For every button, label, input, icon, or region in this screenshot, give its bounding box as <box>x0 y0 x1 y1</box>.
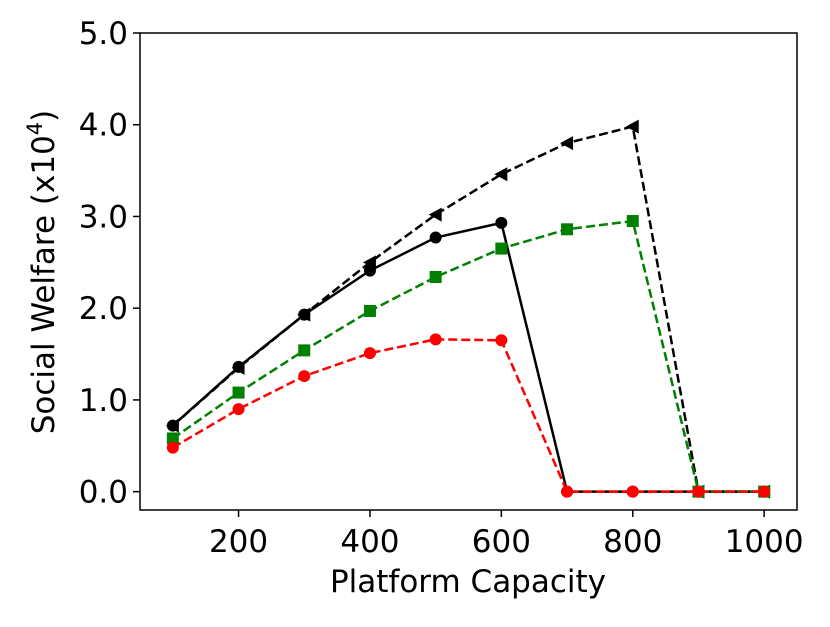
marker <box>428 207 442 222</box>
marker <box>692 485 705 498</box>
y-tick-label: 1.0 <box>79 383 128 419</box>
y-label-exponent: 4 <box>23 122 47 135</box>
marker <box>363 264 376 277</box>
marker <box>625 119 639 134</box>
y-tick-label: 0.0 <box>79 475 128 511</box>
y-axis-label: Social Welfare (x104) <box>23 110 62 435</box>
series-line <box>172 338 765 493</box>
marker <box>561 485 574 498</box>
marker <box>495 216 508 229</box>
marker <box>626 215 639 228</box>
x-tick-label: 400 <box>340 524 399 560</box>
x-tick-label: 1000 <box>725 524 804 560</box>
y-label-suffix: ) <box>26 110 62 122</box>
x-tick-label: 200 <box>209 524 268 560</box>
y-tick-label: 3.0 <box>79 199 128 235</box>
marker <box>298 308 311 321</box>
y-tick-label: 5.0 <box>79 16 128 52</box>
marker <box>429 231 442 244</box>
marker <box>232 403 245 416</box>
y-label-text: Social Welfare (x10 <box>26 135 62 434</box>
marker <box>298 344 311 357</box>
marker <box>429 333 442 346</box>
marker <box>495 242 508 255</box>
marker <box>166 441 179 454</box>
marker <box>495 334 508 347</box>
marker <box>429 271 442 284</box>
marker <box>363 347 376 360</box>
plot-area <box>165 119 771 499</box>
marker <box>298 370 311 383</box>
marker <box>626 485 639 498</box>
marker <box>758 485 771 498</box>
marker <box>494 167 508 182</box>
series-line <box>172 125 765 493</box>
x-tick-label: 600 <box>472 524 531 560</box>
marker <box>232 386 245 399</box>
marker <box>561 223 574 236</box>
y-tick-label: 4.0 <box>79 108 128 144</box>
series-line <box>172 219 765 493</box>
marker <box>363 304 376 317</box>
y-tick-label: 2.0 <box>79 291 128 327</box>
x-tick-label: 800 <box>603 524 662 560</box>
marker <box>166 432 179 445</box>
x-axis-label: Platform Capacity <box>330 564 606 600</box>
plot-frame <box>139 32 798 511</box>
marker <box>560 136 574 151</box>
marker <box>166 419 179 432</box>
marker <box>232 360 245 373</box>
